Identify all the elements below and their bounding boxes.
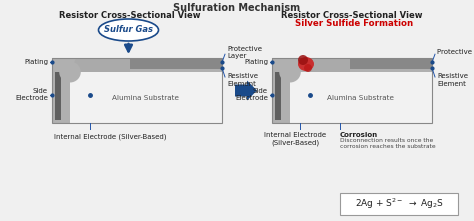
Ellipse shape [304,64,312,72]
Text: Alumina Substrate: Alumina Substrate [112,95,180,101]
Bar [52,58,222,72]
Ellipse shape [74,58,82,72]
Text: Protective
Layer: Protective Layer [227,46,262,59]
Bar [78,58,222,69]
Bar [272,58,432,72]
Text: Corrosion: Corrosion [340,132,378,138]
Bar [290,72,432,123]
Ellipse shape [279,61,301,82]
Text: Side
Electrode: Side Electrode [235,88,268,101]
Text: Internal Electrode (Silver-Based): Internal Electrode (Silver-Based) [54,133,166,139]
Bar [52,58,222,123]
Bar [310,58,432,69]
Text: Resistive
Element: Resistive Element [437,74,468,86]
Text: Resistor Cross-Sectional View: Resistor Cross-Sectional View [281,11,423,20]
Text: Disconnection results once the
corrosion reaches the substrate: Disconnection results once the corrosion… [340,138,436,149]
Bar [310,58,350,72]
Text: Plating: Plating [244,59,268,65]
Text: Internal Electrode
(Silver-Based): Internal Electrode (Silver-Based) [264,132,326,145]
Text: Sulfur Gas: Sulfur Gas [104,25,153,34]
Text: Resistive
Element: Resistive Element [227,74,258,86]
Text: Sulfuration Mechanism: Sulfuration Mechanism [173,3,301,13]
Text: Silver Sulfide Formation: Silver Sulfide Formation [295,19,413,28]
Bar [272,58,290,123]
Ellipse shape [59,61,81,82]
Ellipse shape [99,19,158,41]
Text: Alumina Substrate: Alumina Substrate [328,95,394,101]
Bar [272,58,432,123]
Bar [78,58,130,72]
Bar [70,72,222,123]
Text: Protective Layer: Protective Layer [437,49,474,55]
Bar [275,61,281,120]
Bar [55,61,61,120]
Text: Plating: Plating [24,59,48,65]
Text: Side
Electrode: Side Electrode [15,88,48,101]
Bar [52,58,70,123]
Bar [340,193,458,215]
Text: 2Ag + S$^{2-}$ $\rightarrow$ Ag$_2$S: 2Ag + S$^{2-}$ $\rightarrow$ Ag$_2$S [355,197,444,211]
Ellipse shape [306,58,314,72]
Text: Resistor Cross-Sectional View: Resistor Cross-Sectional View [59,11,201,20]
Ellipse shape [298,57,314,71]
Ellipse shape [298,55,308,65]
FancyArrow shape [235,80,257,101]
